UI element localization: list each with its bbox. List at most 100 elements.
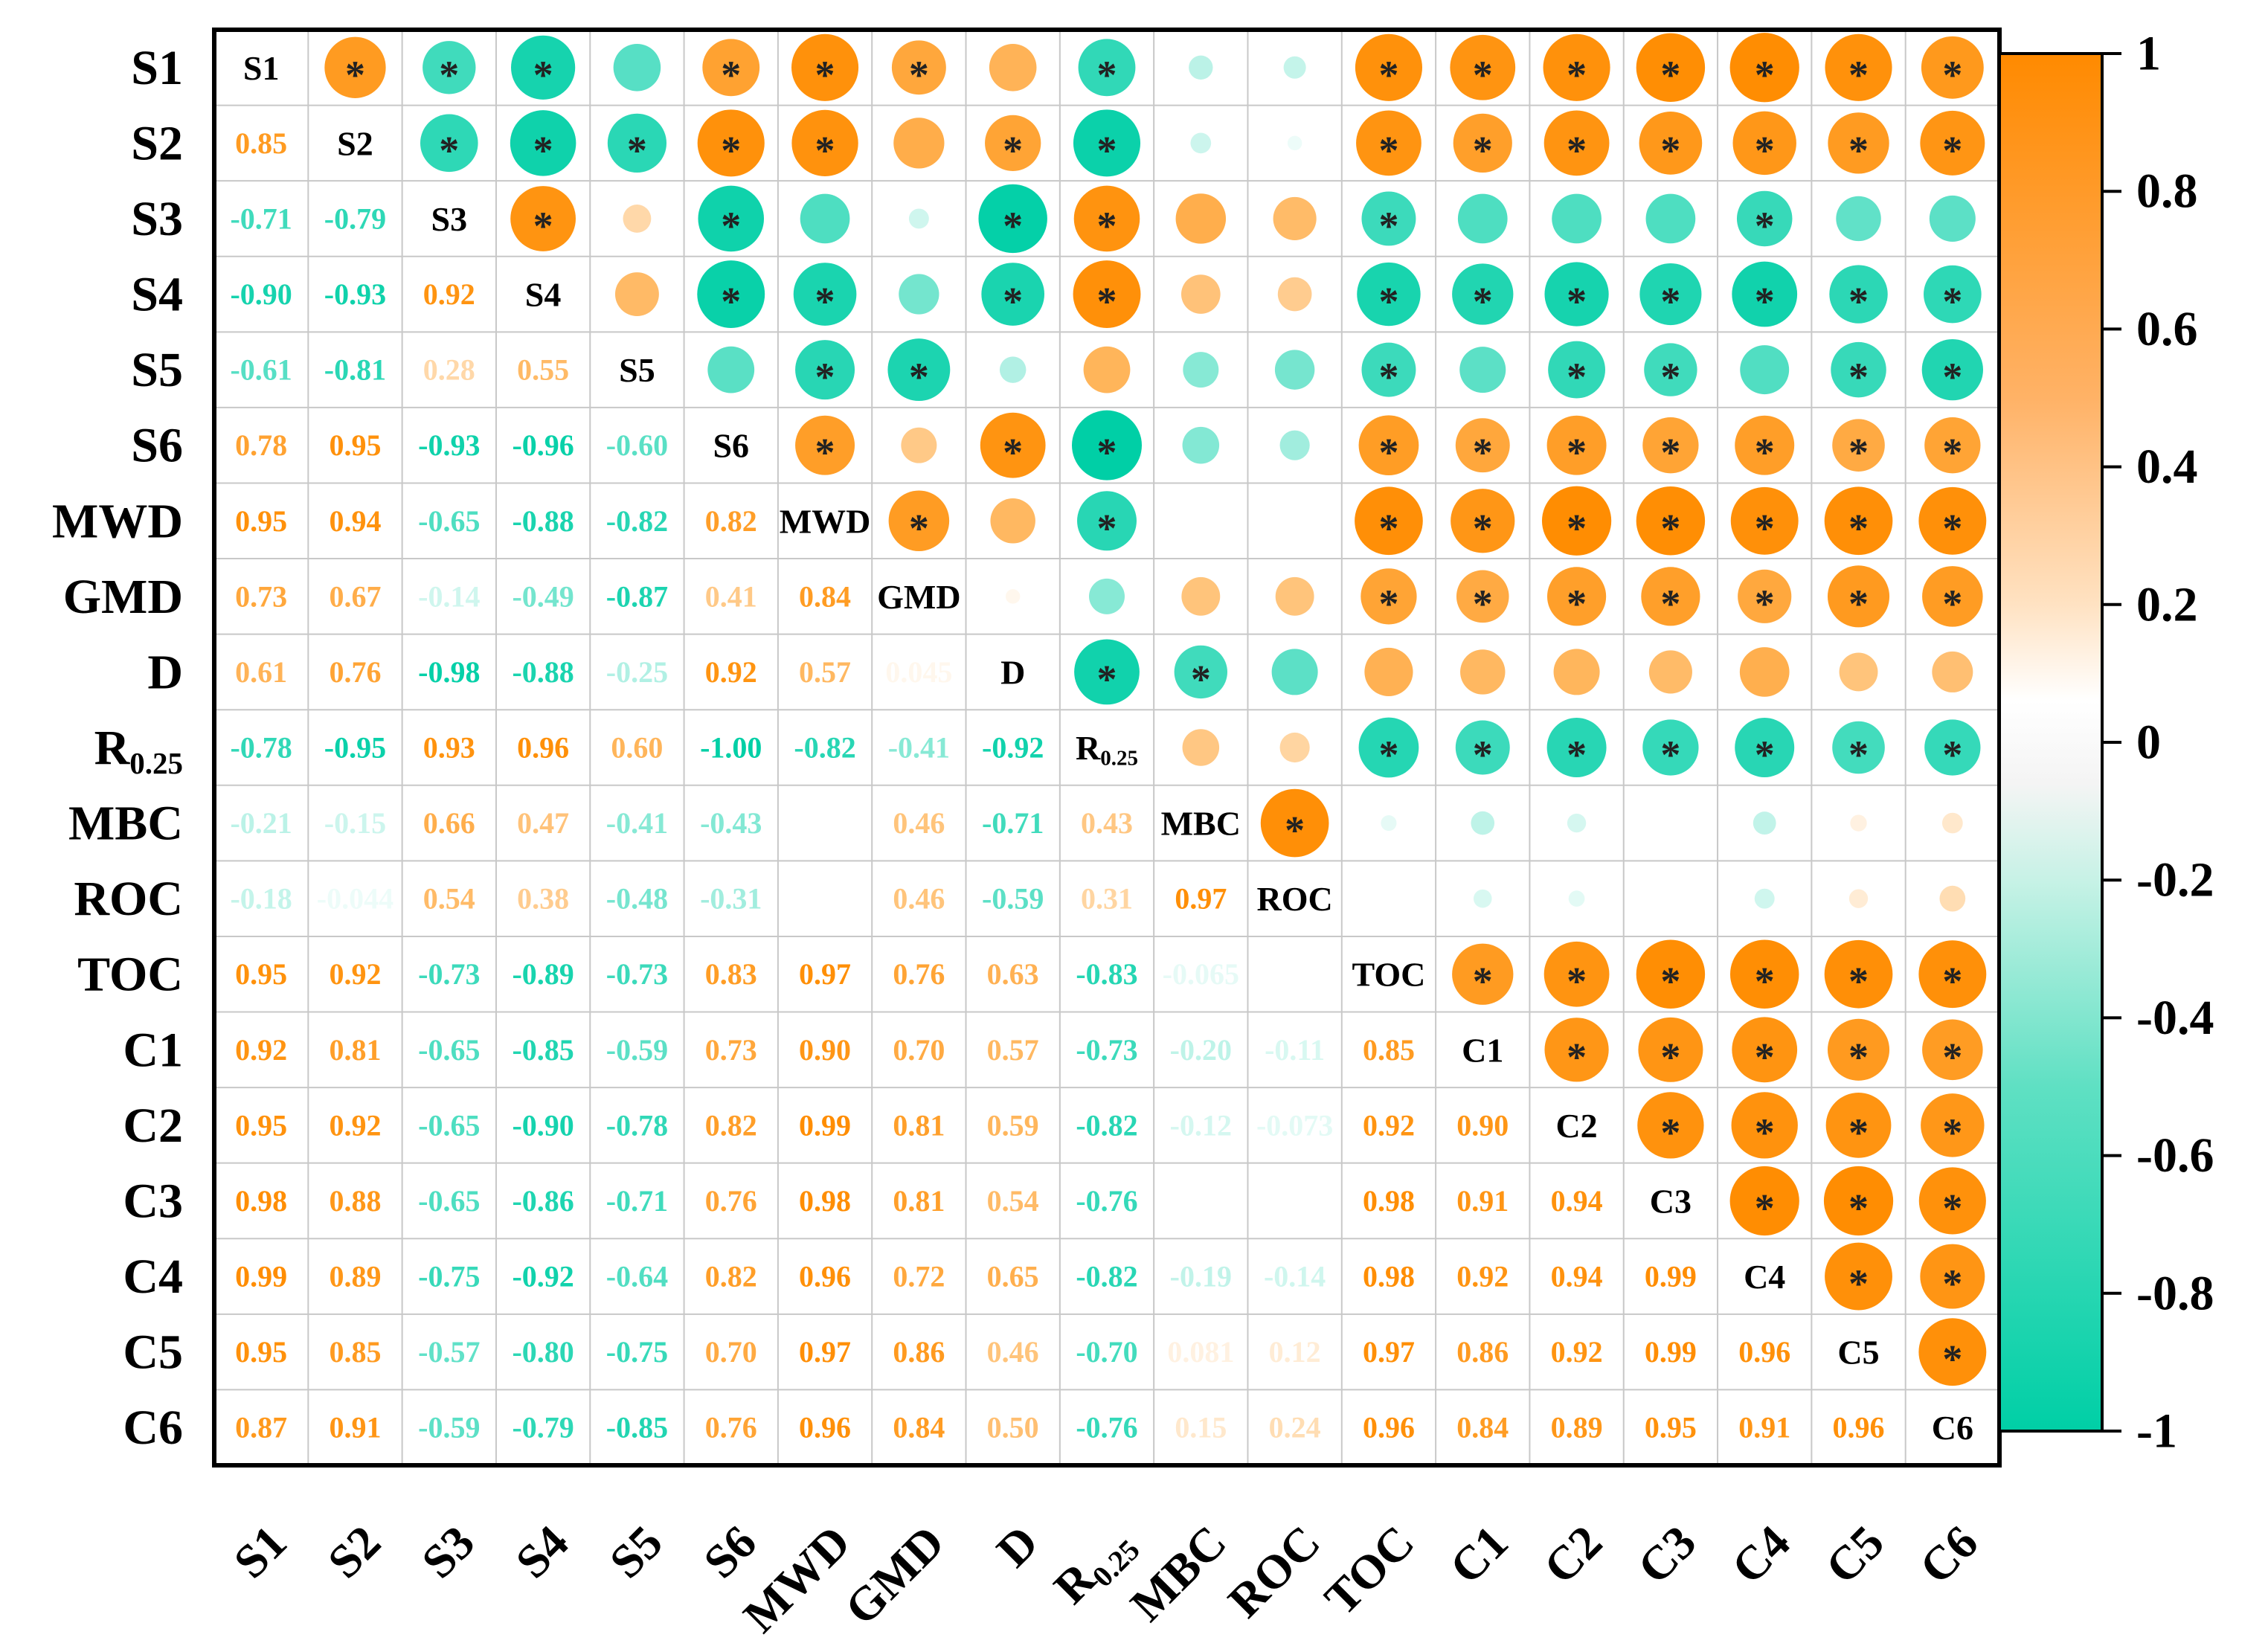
significance-asterisk: *: [439, 53, 459, 97]
corr-value: 0.78: [235, 428, 287, 462]
corr-value: 0.70: [893, 1033, 945, 1067]
corr-circle: [1831, 341, 1886, 398]
corr-value: -0.49: [512, 579, 574, 613]
label-S3: S3: [131, 191, 183, 245]
corr-circle: [1731, 1092, 1798, 1159]
label-C3: C3: [123, 1174, 183, 1228]
corr-value: 0.95: [235, 1335, 287, 1369]
corr-circle: [324, 36, 386, 98]
corr-circle: [1729, 1166, 1799, 1236]
significance-asterisk: *: [1285, 809, 1305, 853]
corr-value: -0.57: [418, 1335, 480, 1369]
corr-circle: [1850, 814, 1867, 832]
corr-circle: [1005, 589, 1021, 604]
significance-asterisk: *: [721, 53, 741, 97]
label-C5: C5: [123, 1325, 183, 1379]
corr-value: -0.65: [418, 1184, 480, 1218]
corr-value: -0.92: [512, 1260, 574, 1293]
label-S5: S5: [600, 1515, 672, 1588]
significance-asterisk: *: [815, 53, 835, 97]
significance-asterisk: *: [1848, 53, 1869, 97]
significance-asterisk: *: [1942, 1186, 1962, 1230]
corr-circle: [1361, 342, 1416, 397]
significance-asterisk: *: [1660, 506, 1680, 550]
corr-circle: [1361, 191, 1416, 246]
significance-asterisk: *: [1378, 355, 1398, 399]
corr-circle: [1642, 719, 1699, 776]
corr-value: 0.97: [799, 957, 851, 991]
significance-asterisk: *: [1942, 506, 1962, 550]
corr-circle: [1939, 885, 1966, 912]
significance-asterisk: *: [815, 280, 835, 324]
significance-asterisk: *: [815, 355, 835, 399]
corr-circle: [1182, 426, 1220, 464]
corr-circle: [1832, 419, 1885, 472]
label-C6: C6: [1932, 1409, 1973, 1447]
corr-value: 0.24: [1269, 1411, 1321, 1444]
label-S3: S3: [411, 1515, 484, 1588]
corr-value: 0.96: [1833, 1411, 1885, 1444]
label-C1: C1: [1462, 1031, 1503, 1069]
corr-circle: [1358, 415, 1419, 476]
label-S3: S3: [431, 199, 467, 237]
corr-circle: [1638, 1017, 1703, 1082]
corr-value: 0.43: [1081, 806, 1133, 840]
significance-asterisk: *: [1848, 280, 1869, 324]
corr-value: 0.59: [987, 1108, 1039, 1142]
significance-asterisk: *: [1848, 959, 1869, 1004]
corr-value: 0.99: [1645, 1335, 1697, 1369]
corr-circle: [1460, 649, 1506, 695]
label-MBC: MBC: [1120, 1515, 1236, 1631]
corr-circle: [989, 43, 1037, 91]
label-C4: C4: [1744, 1258, 1785, 1296]
corr-value: 0.84: [1456, 1411, 1509, 1444]
corr-circle: [1825, 33, 1892, 101]
label-C3: C3: [1650, 1182, 1692, 1220]
corr-circle: [1277, 277, 1312, 312]
corr-value: 0.41: [705, 579, 757, 613]
significance-asterisk: *: [1567, 53, 1587, 97]
corr-circle: [1275, 576, 1314, 616]
significance-asterisk: *: [1848, 1035, 1869, 1079]
label-C2: C2: [1555, 1106, 1597, 1144]
significance-asterisk: *: [1660, 1110, 1680, 1155]
colorbar-tick-label: 0.6: [2136, 302, 2198, 356]
label-S1: S1: [131, 40, 183, 94]
corr-circle: [1287, 135, 1302, 151]
colorbar-tick-label: -0.8: [2136, 1266, 2214, 1320]
significance-asterisk: *: [1755, 506, 1775, 550]
corr-value: 0.54: [987, 1184, 1039, 1218]
corr-circle: [1921, 1093, 1985, 1157]
corr-circle: [887, 338, 951, 402]
significance-asterisk: *: [533, 128, 553, 173]
significance-asterisk: *: [1660, 280, 1680, 324]
corr-circle: [510, 110, 576, 176]
corr-circle: [1642, 417, 1699, 474]
corr-circle: [1753, 811, 1776, 835]
colorbar-tick-label: -0.4: [2136, 991, 2214, 1045]
significance-asterisk: *: [1848, 582, 1869, 626]
corr-value: -0.79: [324, 202, 386, 235]
corr-value: 0.76: [705, 1184, 757, 1218]
label-C2: C2: [123, 1098, 183, 1152]
corr-circle: [1279, 732, 1310, 763]
significance-asterisk: *: [1660, 1035, 1680, 1079]
corr-value: -0.59: [982, 882, 1044, 916]
corr-circle: [999, 356, 1027, 383]
significance-asterisk: *: [815, 431, 835, 475]
significance-asterisk: *: [1097, 128, 1117, 173]
corr-circle: [1181, 576, 1221, 616]
corr-circle: [1735, 718, 1795, 777]
corr-value: 0.97: [1363, 1335, 1415, 1369]
corr-circle: [1473, 889, 1492, 908]
significance-asterisk: *: [1848, 733, 1869, 777]
corr-value: 0.72: [893, 1260, 945, 1293]
corr-value: -0.78: [230, 731, 292, 765]
corr-value: 0.82: [705, 1260, 757, 1293]
significance-asterisk: *: [1848, 1261, 1869, 1306]
corr-circle: [1836, 196, 1881, 242]
corr-circle: [1920, 110, 1985, 176]
corr-circle: [1824, 939, 1893, 1009]
significance-asterisk: *: [1473, 53, 1493, 97]
corr-circle: [1921, 36, 1984, 99]
